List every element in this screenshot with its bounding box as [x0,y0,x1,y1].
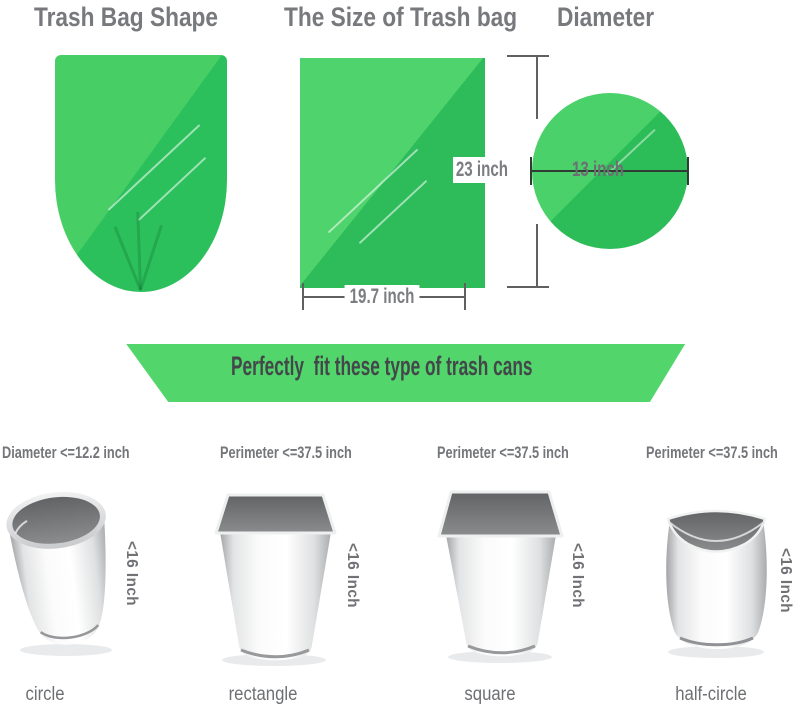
trash-bag-shape-image [55,55,227,292]
circle-can-image [6,491,112,656]
diameter-line-tick [687,157,689,185]
fit-banner-text: Perfectly fit these type of trash cans [231,351,533,381]
bag-highlight-streak [327,148,419,234]
bag-fold-ray [139,224,163,291]
can-shape-label: square [464,684,516,705]
bag-highlight-streak [137,156,207,222]
can-spec-label: Perimeter <=37.5 inch [646,443,778,462]
height-dimension-label: 23 inch [453,157,511,183]
width-dimension-tick [464,283,466,310]
rectangle-can-image [214,493,337,666]
half-circle-can-image [666,509,767,658]
can-height-label: <16 Inch [569,543,586,609]
bag-highlight-streak [107,124,201,211]
can-shape-label: rectangle [228,684,298,705]
width-dimension-label: 19.7 inch [344,285,420,309]
height-dimension-line [536,224,538,288]
square-can-image [437,490,564,663]
diameter-line [531,170,689,172]
can-spec-label: Perimeter <=37.5 inch [220,443,352,462]
height-dimension-line [536,55,538,119]
can-shape-label: circle [25,684,65,705]
height-dimension-tick [507,286,549,288]
heading-bag-shape: Trash Bag Shape [34,2,219,32]
diameter-dimension-label: 13 inch [571,158,625,181]
can-spec-label: Perimeter <=37.5 inch [437,443,569,462]
can-height-label: <16 Inch [777,548,794,614]
can-shape-label: half-circle [675,684,747,705]
bag-highlight-streak [358,179,428,245]
fit-banner-ribbon [126,344,686,402]
can-spec-label: Diameter <=12.2 inch [2,443,130,462]
heading-diameter: Diameter [557,2,655,32]
can-height-label: <16 Inch [344,543,361,609]
height-dimension-tick [507,55,549,57]
heading-bag-size: The Size of Trash bag [284,2,518,32]
can-height-label: <16 Inch [123,541,140,607]
